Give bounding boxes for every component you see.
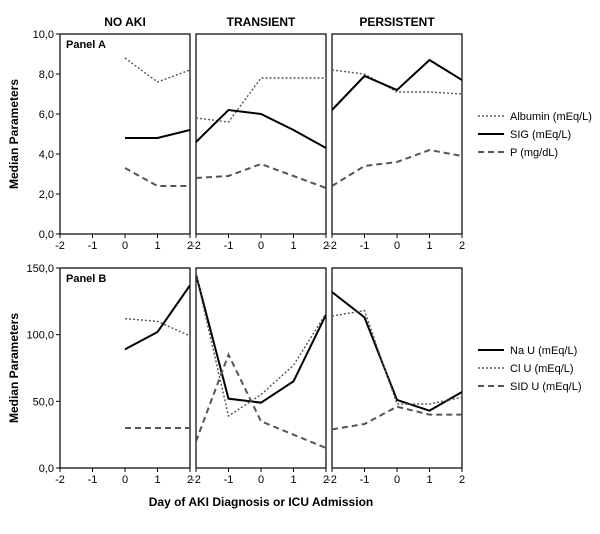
y-tick-label: 6,0 [39, 109, 54, 121]
x-tick-label: -1 [224, 240, 234, 252]
x-tick-label: -2 [327, 240, 337, 252]
x-tick-label: -1 [88, 240, 98, 252]
x-tick-label: -1 [88, 474, 98, 486]
y-axis-label: Median Parameters [7, 313, 21, 423]
y-tick-label: 4,0 [39, 149, 54, 161]
x-tick-label: 0 [258, 474, 264, 486]
series-sig [125, 130, 190, 138]
panel-border [332, 34, 462, 234]
x-tick-label: -2 [191, 240, 201, 252]
series-clu [125, 319, 190, 336]
x-tick-label: 0 [122, 474, 128, 486]
series-sig [332, 60, 462, 110]
figure-container: { "figure": { "width": 600, "height": 53… [0, 0, 600, 534]
y-tick-label: 0,0 [39, 463, 54, 475]
legend-label: Na U (mEq/L) [510, 345, 577, 357]
x-axis-label: Day of AKI Diagnosis or ICU Admission [149, 495, 373, 509]
y-tick-label: 150,0 [26, 263, 54, 275]
y-tick-label: 2,0 [39, 189, 54, 201]
legend-label: SID U (mEq/L) [510, 381, 582, 393]
panel-label: Panel B [66, 273, 106, 285]
series-sidu [196, 355, 326, 448]
series-nau [125, 285, 190, 349]
x-tick-label: -1 [360, 474, 370, 486]
x-tick-label: -2 [55, 474, 65, 486]
x-tick-label: -2 [55, 240, 65, 252]
series-sidu [332, 407, 462, 430]
y-tick-label: 50,0 [33, 396, 54, 408]
x-tick-label: -1 [224, 474, 234, 486]
panel-label: Panel A [66, 39, 106, 51]
series-nau [196, 275, 326, 403]
y-tick-label: 100,0 [26, 330, 54, 342]
legend-label: SIG (mEq/L) [510, 129, 571, 141]
column-header: PERSISTENT [359, 15, 435, 29]
y-axis-label: Median Parameters [7, 79, 21, 189]
column-header: NO AKI [104, 15, 146, 29]
x-tick-label: -2 [191, 474, 201, 486]
panel-border [60, 268, 190, 468]
x-tick-label: 1 [154, 240, 160, 252]
column-header: TRANSIENT [227, 15, 296, 29]
x-tick-label: 2 [459, 240, 465, 252]
series-sig [196, 110, 326, 148]
x-tick-label: 1 [290, 240, 296, 252]
x-tick-label: 1 [426, 474, 432, 486]
y-tick-label: 0,0 [39, 229, 54, 241]
panel-border [196, 34, 326, 234]
x-tick-label: 0 [394, 240, 400, 252]
series-p [196, 164, 326, 188]
figure-svg: Median Parameters0,02,04,06,08,010,0-2-1… [0, 0, 600, 534]
x-tick-label: -2 [327, 474, 337, 486]
legend-A: Albumin (mEq/L) SIG (mEq/L) P (mg/dL) [478, 111, 592, 159]
legend-label: Albumin (mEq/L) [510, 111, 592, 123]
series-nau [332, 292, 462, 411]
legend-label: Cl U (mEq/L) [510, 363, 574, 375]
series-p [125, 168, 190, 186]
series-clu [332, 311, 462, 404]
x-tick-label: -1 [360, 240, 370, 252]
x-tick-label: 1 [154, 474, 160, 486]
series-p [332, 150, 462, 186]
y-tick-label: 8,0 [39, 69, 54, 81]
y-tick-label: 10,0 [33, 29, 54, 41]
x-tick-label: 1 [290, 474, 296, 486]
panel-border [332, 268, 462, 468]
x-tick-label: 1 [426, 240, 432, 252]
x-tick-label: 0 [258, 240, 264, 252]
series-albumin [196, 78, 326, 122]
x-tick-label: 0 [394, 474, 400, 486]
legend-label: P (mg/dL) [510, 147, 558, 159]
series-albumin [125, 58, 190, 82]
panel-border [196, 268, 326, 468]
x-tick-label: 2 [459, 474, 465, 486]
x-tick-label: 0 [122, 240, 128, 252]
legend-B: Na U (mEq/L) Cl U (mEq/L) SID U (mEq/L) [478, 345, 582, 393]
